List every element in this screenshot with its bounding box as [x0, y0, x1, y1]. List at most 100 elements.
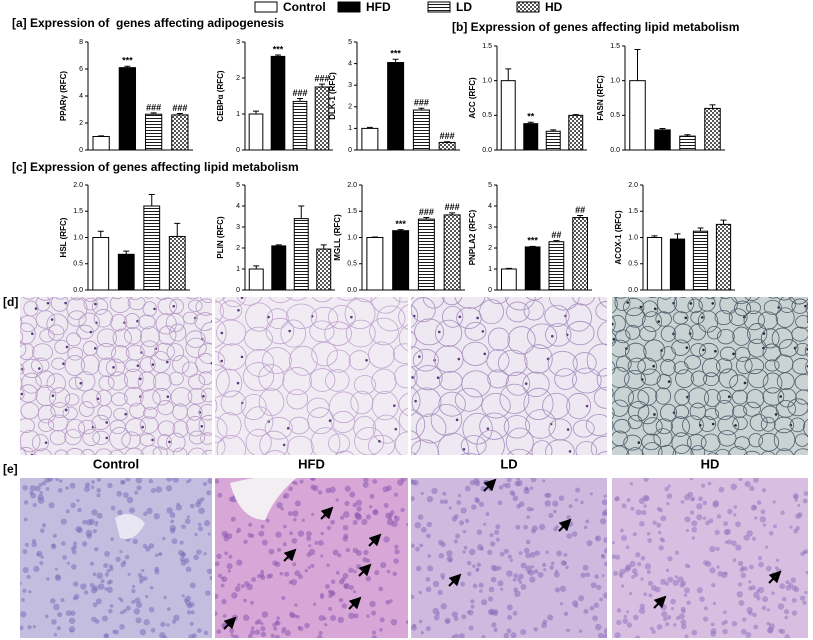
nucleus — [555, 569, 559, 573]
bar — [646, 237, 663, 291]
nucleus — [386, 569, 391, 574]
nucleus — [629, 560, 636, 567]
nucleus — [480, 599, 488, 606]
nucleus — [134, 490, 139, 495]
nucleus — [339, 515, 345, 520]
nucleus — [457, 493, 462, 498]
nucleus — [658, 545, 664, 551]
nucleus — [721, 571, 728, 579]
nucleus — [288, 329, 291, 333]
cell — [503, 415, 531, 439]
nucleus — [427, 554, 431, 558]
nucleus — [643, 478, 649, 482]
cell — [640, 368, 661, 386]
cell — [105, 358, 126, 377]
nucleus — [710, 622, 715, 627]
nucleus — [462, 448, 466, 451]
nucleus — [32, 625, 36, 629]
nucleus — [530, 478, 537, 483]
cell — [732, 404, 748, 418]
nucleus — [268, 548, 275, 555]
nucleus — [652, 364, 655, 368]
nucleus — [217, 492, 223, 498]
nucleus — [283, 492, 290, 499]
nucleus — [759, 516, 767, 523]
nucleus — [406, 522, 408, 527]
nucleus — [779, 583, 786, 590]
nucleus — [589, 605, 595, 611]
y-tick-label: 1.5 — [610, 43, 620, 50]
nucleus — [802, 498, 808, 504]
nucleus — [354, 512, 360, 518]
nucleus — [775, 558, 780, 562]
nucleus — [631, 575, 635, 579]
cell — [760, 328, 780, 349]
nucleus — [714, 529, 720, 536]
nucleus — [568, 450, 572, 453]
cell — [31, 434, 49, 452]
nucleus — [520, 584, 527, 590]
nucleus — [265, 518, 270, 523]
cell — [671, 432, 692, 454]
y-tick-label: 2.0 — [628, 182, 638, 189]
nucleus — [525, 539, 531, 545]
error-bar — [174, 222, 181, 237]
nucleus — [586, 540, 593, 547]
bar — [92, 237, 110, 291]
cell — [522, 371, 550, 397]
nucleus — [566, 515, 571, 520]
cell — [370, 297, 401, 314]
nucleus — [394, 427, 398, 431]
nucleus — [748, 580, 752, 584]
cell — [123, 368, 144, 389]
nucleus — [341, 603, 348, 609]
nucleus — [458, 315, 462, 319]
cell — [144, 297, 154, 299]
cell — [64, 393, 80, 406]
nucleus — [550, 561, 555, 566]
cell — [743, 310, 765, 331]
y-tick-label: 1.0 — [628, 234, 638, 241]
nucleus — [637, 562, 642, 567]
cell — [187, 447, 207, 455]
nucleus — [742, 617, 747, 622]
nucleus — [330, 614, 337, 622]
cell — [736, 356, 753, 375]
cell — [507, 448, 532, 455]
nucleus — [483, 479, 490, 486]
cell — [805, 302, 808, 315]
cell — [328, 391, 359, 424]
nucleus — [306, 535, 312, 541]
nucleus — [414, 399, 417, 403]
nucleus — [495, 537, 500, 542]
cell — [775, 448, 794, 455]
nucleus — [46, 301, 50, 305]
nucleus — [148, 478, 154, 484]
nucleus — [467, 571, 472, 577]
nucleus — [382, 486, 389, 493]
nucleus — [369, 493, 375, 499]
y-tick-label: 0.0 — [73, 287, 83, 294]
cell — [215, 416, 228, 444]
nucleus — [603, 627, 607, 635]
y-axis-label: PPARγ (RFC) — [59, 71, 68, 121]
cell — [464, 321, 487, 341]
nucleus — [289, 612, 296, 619]
nucleus — [614, 496, 620, 502]
error-bar — [320, 244, 327, 250]
nucleus — [736, 591, 744, 598]
bar — [438, 141, 456, 151]
nucleus — [236, 381, 240, 385]
nucleus — [284, 571, 290, 577]
arrow — [283, 548, 297, 562]
error-bar — [298, 205, 305, 219]
bar — [548, 241, 565, 291]
nucleus — [168, 440, 171, 444]
nucleus — [203, 630, 209, 636]
nucleus — [307, 565, 311, 570]
nucleus — [733, 505, 738, 509]
nucleus — [523, 547, 530, 554]
nucleus — [101, 615, 108, 622]
cell — [481, 392, 511, 419]
y-axis-label: FASN (RFC) — [596, 75, 605, 121]
